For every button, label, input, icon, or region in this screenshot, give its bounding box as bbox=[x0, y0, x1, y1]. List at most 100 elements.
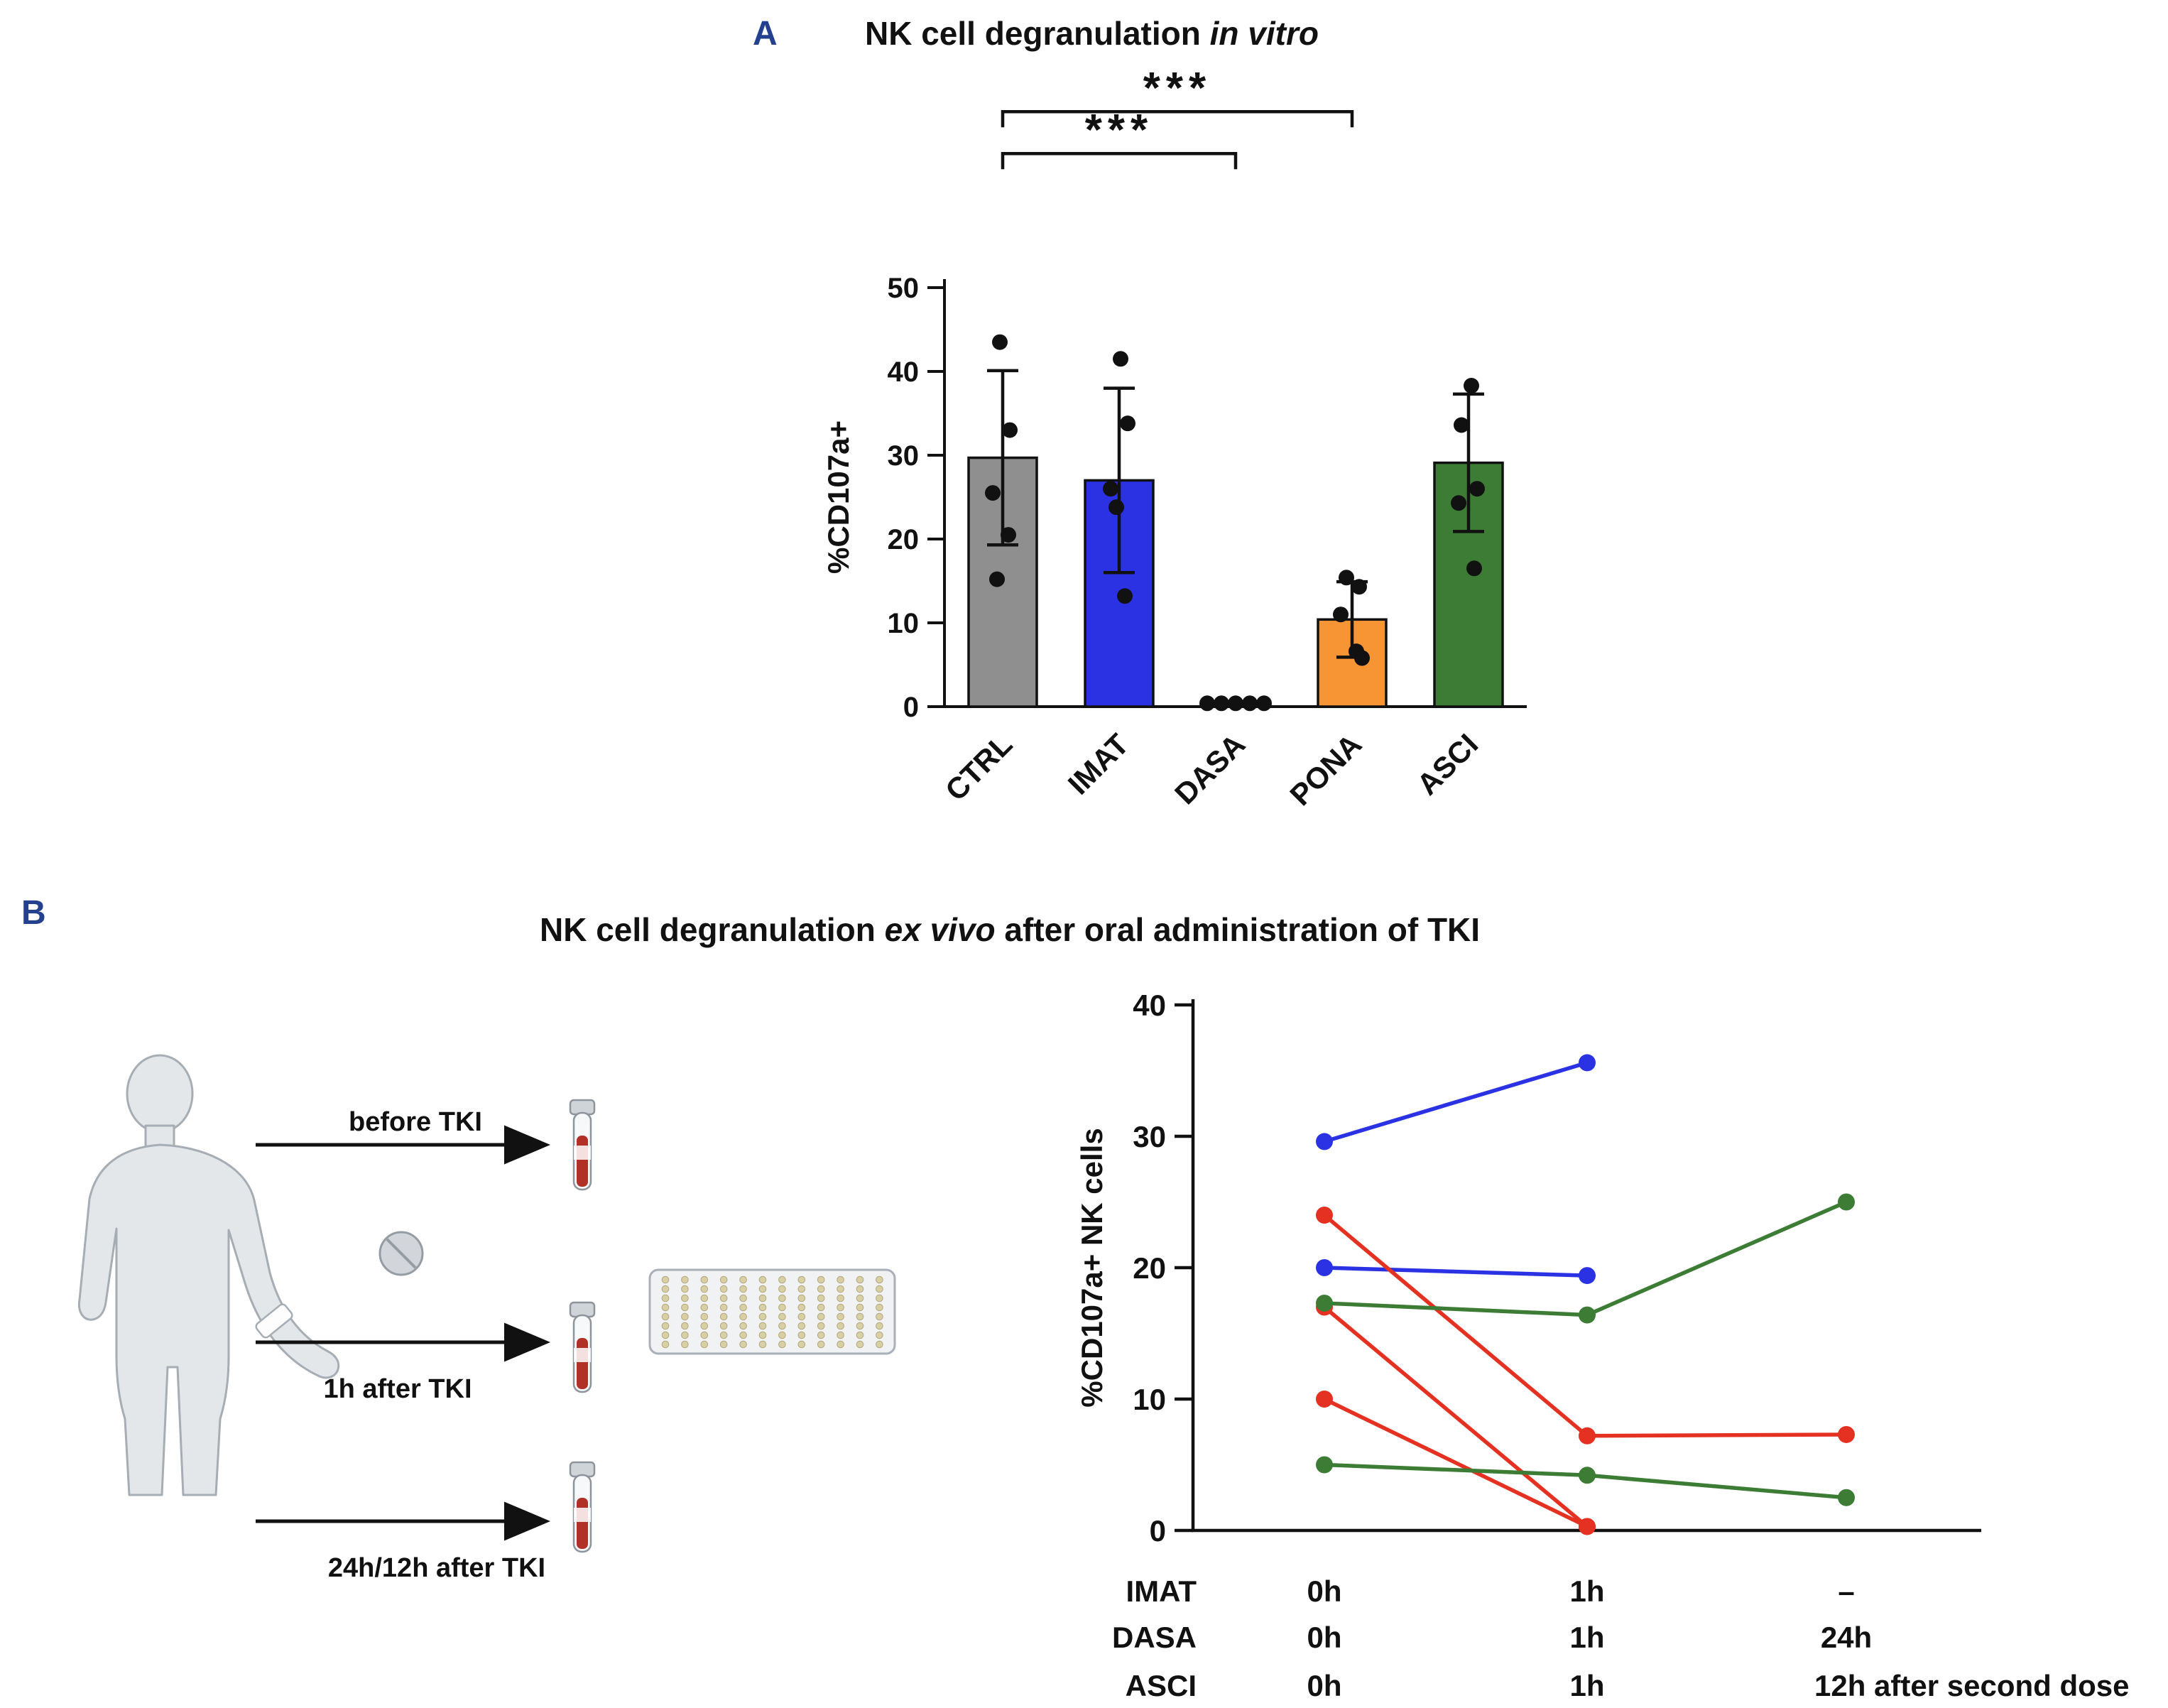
series-line-DASA-3 bbox=[1323, 1397, 1589, 1528]
well bbox=[817, 1322, 825, 1330]
y-tick-label: 10 bbox=[888, 608, 920, 639]
significance-stars: *** bbox=[1143, 64, 1211, 113]
well bbox=[758, 1285, 767, 1293]
well bbox=[837, 1285, 844, 1293]
well bbox=[837, 1312, 844, 1321]
well bbox=[837, 1294, 844, 1302]
data-point-IMAT bbox=[1113, 351, 1128, 367]
well-plate-wells bbox=[661, 1275, 883, 1349]
series-point-ASCI-1 bbox=[1579, 1306, 1596, 1324]
well bbox=[758, 1312, 767, 1321]
series-DASA-1 bbox=[1316, 1207, 1855, 1445]
well bbox=[661, 1331, 670, 1339]
y-tick-label: 10 bbox=[1133, 1383, 1166, 1416]
data-point-DASA bbox=[1214, 695, 1229, 712]
bar-chart-nk-degranulation-invitro: 0 10 20 30 40 50 %CD107a+ CTRL IMAT DASA PONA ASCI *… bbox=[822, 64, 1527, 812]
well bbox=[661, 1294, 670, 1302]
well bbox=[739, 1340, 747, 1349]
well bbox=[876, 1340, 883, 1349]
well bbox=[739, 1294, 747, 1302]
y-tick-label: 0 bbox=[903, 692, 919, 723]
legend-row-DASA: DASA 0h 1h 24h bbox=[1112, 1621, 1872, 1654]
blood-tube-icon-2 bbox=[569, 1301, 596, 1393]
well bbox=[817, 1294, 825, 1302]
well bbox=[681, 1294, 689, 1302]
data-point-IMAT bbox=[1120, 415, 1135, 432]
series-ASCI-2 bbox=[1316, 1456, 1855, 1506]
well bbox=[739, 1275, 747, 1284]
data-point-PONA bbox=[1351, 579, 1367, 595]
x-category-label-DASA: DASA bbox=[1168, 727, 1251, 810]
legend-timepoint: 0h bbox=[1307, 1669, 1341, 1702]
panel-a-title-pre: NK cell degranulation bbox=[865, 15, 1210, 52]
well bbox=[797, 1340, 806, 1349]
well bbox=[817, 1340, 825, 1349]
legend-timepoint: 0h bbox=[1307, 1574, 1341, 1608]
well bbox=[719, 1303, 728, 1312]
well bbox=[778, 1322, 786, 1330]
well bbox=[661, 1275, 670, 1284]
label-24h-after-tki: 24h/12h after TKI bbox=[328, 1553, 545, 1583]
well bbox=[778, 1303, 786, 1312]
series-point-DASA-1 bbox=[1316, 1207, 1333, 1224]
series-line-DASA-2 bbox=[1323, 1305, 1589, 1528]
series-point-DASA-3 bbox=[1579, 1518, 1596, 1535]
bar-group-ASCI: ASCI bbox=[1410, 378, 1504, 801]
y-axis-title: %CD107a+ NK cells bbox=[1075, 1128, 1108, 1407]
well bbox=[700, 1294, 709, 1302]
well bbox=[700, 1331, 709, 1339]
well bbox=[797, 1331, 806, 1339]
series-point-ASCI-2 bbox=[1579, 1467, 1596, 1484]
panel-b-title: NK cell degranulation ex vivo after oral… bbox=[540, 910, 1480, 949]
well bbox=[778, 1294, 786, 1302]
well bbox=[719, 1340, 728, 1349]
bar-group-CTRL: CTRL bbox=[939, 334, 1038, 807]
well bbox=[778, 1312, 786, 1321]
y-tick-label: 30 bbox=[888, 440, 920, 472]
well bbox=[856, 1322, 864, 1330]
panel-b-title-pre: NK cell degranulation bbox=[540, 911, 885, 948]
data-point-ASCI bbox=[1466, 560, 1482, 577]
well bbox=[758, 1331, 767, 1339]
well bbox=[719, 1312, 728, 1321]
well bbox=[856, 1275, 864, 1284]
data-point-IMAT bbox=[1117, 588, 1133, 604]
well bbox=[661, 1303, 670, 1312]
legend-row-label: IMAT bbox=[1126, 1574, 1197, 1608]
well bbox=[719, 1294, 728, 1302]
well bbox=[797, 1285, 806, 1293]
well bbox=[876, 1312, 883, 1321]
well bbox=[661, 1312, 670, 1321]
well bbox=[817, 1312, 825, 1321]
data-point-DASA bbox=[1242, 695, 1258, 712]
data-point-ASCI bbox=[1464, 378, 1479, 394]
well bbox=[856, 1294, 864, 1302]
well bbox=[876, 1285, 883, 1293]
well bbox=[719, 1285, 728, 1293]
series-point-ASCI-1 bbox=[1316, 1294, 1333, 1312]
legend-row-label: DASA bbox=[1112, 1621, 1197, 1654]
well bbox=[817, 1275, 825, 1284]
panel-a-title: NK cell degranulation in vitro bbox=[865, 14, 1319, 53]
well bbox=[837, 1275, 844, 1284]
well bbox=[681, 1285, 689, 1293]
well bbox=[876, 1275, 883, 1284]
well bbox=[876, 1322, 883, 1330]
well bbox=[876, 1303, 883, 1312]
legend-timepoint: 1h bbox=[1569, 1621, 1604, 1654]
significance-bracket-1: *** bbox=[1001, 64, 1354, 128]
well bbox=[778, 1285, 786, 1293]
legend-timepoint: 12h after second dose bbox=[1814, 1669, 2129, 1702]
well bbox=[739, 1303, 747, 1312]
well bbox=[837, 1331, 844, 1339]
label-before-tki: before TKI bbox=[349, 1107, 482, 1137]
legend-row-ASCI: ASCI 0h 1h 12h after second dose bbox=[1126, 1669, 2130, 1702]
y-tick-label: 40 bbox=[1133, 989, 1166, 1022]
well bbox=[817, 1331, 825, 1339]
well bbox=[739, 1285, 747, 1293]
well bbox=[681, 1340, 689, 1349]
legend-timepoint: 0h bbox=[1307, 1621, 1341, 1654]
well bbox=[778, 1275, 786, 1284]
well bbox=[700, 1285, 709, 1293]
data-point-DASA bbox=[1228, 695, 1243, 712]
